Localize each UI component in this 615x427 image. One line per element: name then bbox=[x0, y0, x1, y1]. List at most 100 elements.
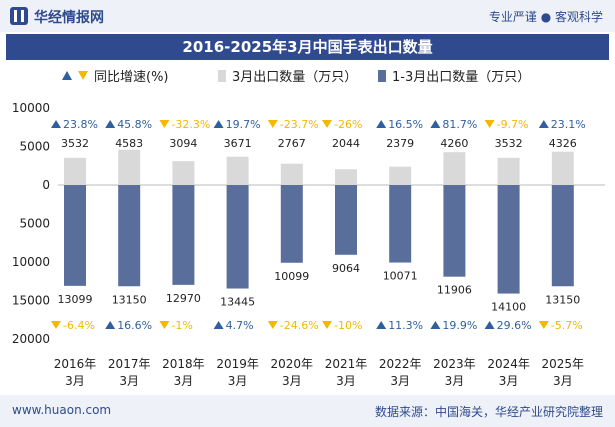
brand-tagline: 专业严谨 ● 客观科学 bbox=[488, 10, 603, 24]
monthly-value-label: 2379 bbox=[386, 137, 414, 150]
monthly-value-label: 2767 bbox=[278, 137, 306, 150]
monthly-value-label: 4583 bbox=[115, 137, 143, 150]
y-tick-label: 10000 bbox=[12, 101, 50, 115]
cumulative-growth-label: -6.4% bbox=[63, 319, 95, 332]
x-tick-label: 2022年 bbox=[379, 357, 422, 371]
legend-cumulative: 1-3月出口数量（万只） bbox=[378, 66, 530, 85]
monthly-bar bbox=[118, 149, 141, 185]
cumulative-value-label: 14100 bbox=[491, 301, 526, 314]
brand-name[interactable]: 华经情报网 bbox=[34, 10, 104, 26]
monthly-value-label: 3532 bbox=[61, 137, 89, 150]
monthly-bar bbox=[226, 156, 249, 185]
cumulative-value-label: 10071 bbox=[383, 270, 418, 283]
growth-down-triangle bbox=[538, 321, 549, 329]
monthly-bar bbox=[497, 157, 520, 185]
y-tick-label: 5000 bbox=[19, 217, 50, 231]
growth-down-triangle bbox=[322, 120, 332, 128]
monthly-bar bbox=[443, 152, 466, 185]
x-tick-label: 2025年 bbox=[542, 357, 585, 371]
x-tick-label: 2020年 bbox=[271, 357, 314, 371]
growth-up-triangle bbox=[376, 120, 387, 128]
cumulative-growth-label: -10% bbox=[334, 319, 362, 332]
cumulative-growth-label: -1% bbox=[171, 319, 192, 332]
monthly-growth-label: -9.7% bbox=[497, 118, 529, 131]
legend-growth: 同比增速(%) bbox=[62, 66, 169, 85]
monthly-bar bbox=[172, 161, 195, 185]
cumulative-bar bbox=[335, 185, 357, 255]
legend-cumulative-label: 1-3月出口数量（万只） bbox=[392, 70, 531, 85]
cumulative-value-label: 9064 bbox=[332, 262, 360, 275]
cumulative-growth-label: 4.7% bbox=[226, 319, 254, 332]
cumulative-value-label: 13150 bbox=[112, 293, 147, 306]
x-tick-label: 3月 bbox=[228, 374, 248, 388]
triangle-up-icon bbox=[62, 71, 72, 80]
y-tick-label: 5000 bbox=[19, 140, 50, 154]
monthly-bar bbox=[64, 157, 86, 185]
cumulative-value-label: 11906 bbox=[437, 284, 472, 297]
x-tick-label: 3月 bbox=[499, 374, 519, 388]
growth-up-triangle bbox=[430, 120, 441, 128]
x-tick-label: 2017年 bbox=[108, 357, 151, 371]
cumulative-value-label: 12970 bbox=[166, 292, 201, 305]
monthly-growth-label: 23.1% bbox=[551, 118, 586, 131]
cumulative-bar bbox=[172, 185, 195, 285]
legend-growth-label: 同比增速(%) bbox=[94, 70, 169, 85]
growth-down-triangle bbox=[484, 120, 495, 128]
cumulative-value-label: 13099 bbox=[58, 293, 93, 306]
monthly-value-label: 4326 bbox=[549, 137, 577, 150]
growth-up-triangle bbox=[213, 120, 224, 128]
growth-up-triangle bbox=[484, 321, 495, 329]
growth-down-triangle bbox=[159, 321, 170, 329]
monthly-growth-label: 23.8% bbox=[63, 118, 98, 131]
chart-title: 2016-2025年3月中国手表出口数量 bbox=[6, 34, 609, 60]
cumulative-bar bbox=[551, 185, 574, 287]
cumulative-bar bbox=[389, 185, 412, 263]
x-tick-label: 2024年 bbox=[487, 357, 530, 371]
growth-up-triangle bbox=[376, 321, 387, 329]
growth-down-triangle bbox=[267, 120, 278, 128]
footer-website[interactable]: www.huaon.com bbox=[12, 403, 112, 417]
chart-plot: 10000 5000 0 5000 10000 15000 20000 3532 13099 23… bbox=[12, 101, 605, 388]
cumulative-bar bbox=[118, 185, 141, 287]
monthly-growth-label: -26% bbox=[334, 118, 362, 131]
cumulative-growth-label: 16.6% bbox=[117, 319, 152, 332]
monthly-value-label: 3532 bbox=[495, 137, 523, 150]
chart-legend: 同比增速(%) 3月出口数量（万只） 1-3月出口数量（万只） bbox=[0, 66, 615, 86]
brand-logo-icon bbox=[10, 7, 28, 25]
x-tick-label: 2021年 bbox=[325, 357, 368, 371]
monthly-growth-label: 19.7% bbox=[226, 118, 261, 131]
legend-monthly: 3月出口数量（万只） bbox=[218, 66, 357, 85]
growth-down-triangle bbox=[51, 321, 61, 329]
x-tick-label: 2023年 bbox=[433, 357, 476, 371]
x-tick-label: 3月 bbox=[282, 374, 302, 388]
monthly-bar bbox=[551, 151, 574, 185]
growth-down-triangle bbox=[322, 321, 332, 329]
x-tick-label: 2016年 bbox=[54, 357, 97, 371]
cumulative-bar bbox=[443, 185, 466, 277]
monthly-value-label: 3671 bbox=[224, 137, 252, 150]
footer-bar: www.huaon.com 数据来源：中国海关，华经产业研究院整理 bbox=[0, 395, 615, 427]
y-tick-label: 15000 bbox=[12, 294, 50, 308]
cumulative-value-label: 10099 bbox=[274, 270, 309, 283]
monthly-bar bbox=[280, 163, 303, 185]
cumulative-bar bbox=[226, 185, 249, 289]
triangle-down-icon bbox=[78, 71, 88, 80]
legend-cumulative-swatch bbox=[378, 69, 386, 82]
growth-up-triangle bbox=[105, 321, 116, 329]
monthly-growth-label: 45.8% bbox=[117, 118, 152, 131]
growth-up-triangle bbox=[213, 321, 224, 329]
x-tick-label: 3月 bbox=[390, 374, 410, 388]
monthly-growth-label: 16.5% bbox=[388, 118, 423, 131]
monthly-bar bbox=[335, 169, 357, 185]
cumulative-growth-label: -5.7% bbox=[551, 319, 583, 332]
x-tick-label: 3月 bbox=[119, 374, 139, 388]
growth-up-triangle bbox=[105, 120, 116, 128]
cumulative-growth-label: 19.9% bbox=[442, 319, 477, 332]
cumulative-bar bbox=[280, 185, 303, 263]
x-tick-label: 2019年 bbox=[216, 357, 259, 371]
footer-source: 数据来源：中国海关，华经产业研究院整理 bbox=[374, 405, 603, 419]
monthly-value-label: 3094 bbox=[169, 137, 197, 150]
cumulative-growth-label: 11.3% bbox=[388, 319, 423, 332]
growth-down-triangle bbox=[267, 321, 278, 329]
growth-up-triangle bbox=[51, 120, 61, 128]
